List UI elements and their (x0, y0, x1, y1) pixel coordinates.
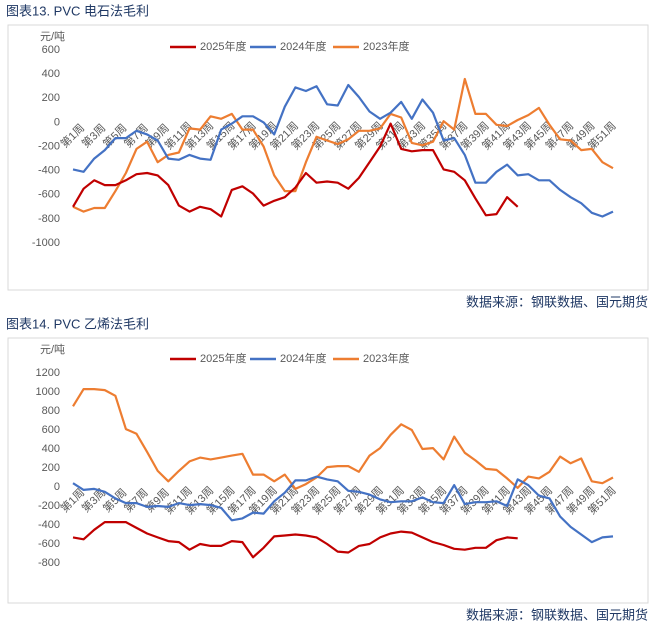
y-tick-label: -400 (38, 519, 60, 531)
legend-label: 2023年度 (363, 39, 409, 53)
source: 数据来源：钢联数据、国元期货 (466, 607, 648, 622)
chart-title: 图表13. PVC 电石法毛利 (6, 3, 149, 18)
y-tick-label: -400 (38, 165, 60, 177)
series-line (72, 521, 518, 559)
y-tick-label: -800 (38, 213, 60, 225)
y-tick-label: -1000 (32, 237, 60, 249)
y-tick-label: -600 (38, 538, 60, 550)
chart-title: 图表14. PVC 乙烯法毛利 (6, 316, 149, 331)
y-tick-label: 200 (42, 92, 60, 104)
y-tick-label: -200 (38, 140, 60, 152)
y-tick-label: 200 (42, 462, 60, 474)
series-line (72, 77, 614, 213)
chart-frame (7, 337, 649, 604)
series-line (72, 388, 614, 490)
y-tick-label: 400 (42, 443, 60, 455)
legend-label: 2025年度 (200, 351, 246, 365)
y-tick-label: 0 (54, 116, 60, 128)
y-tick-label: 800 (42, 405, 60, 417)
legend-label: 2024年度 (280, 351, 326, 365)
legend-label: 2024年度 (280, 39, 326, 53)
y-tick-label: -800 (38, 557, 60, 569)
series-line (72, 122, 519, 218)
y-tick-label: 400 (42, 68, 60, 80)
source: 数据来源：钢联数据、国元期货 (466, 294, 648, 309)
legend-label: 2025年度 (200, 39, 246, 53)
y-axis-label: 元/吨 (40, 30, 65, 43)
y-tick-label: 600 (42, 44, 60, 56)
chart-frame (7, 24, 649, 291)
y-tick-label: 1000 (36, 386, 60, 398)
y-tick-label: -600 (38, 189, 60, 201)
series-line (72, 83, 614, 218)
legend-label: 2023年度 (363, 351, 409, 365)
y-axis-label: 元/吨 (40, 343, 65, 356)
y-tick-label: 0 (54, 481, 60, 493)
y-tick-label: 600 (42, 424, 60, 436)
series-line (72, 475, 614, 544)
y-tick-label: 1200 (36, 367, 60, 379)
y-tick-label: -200 (38, 500, 60, 512)
